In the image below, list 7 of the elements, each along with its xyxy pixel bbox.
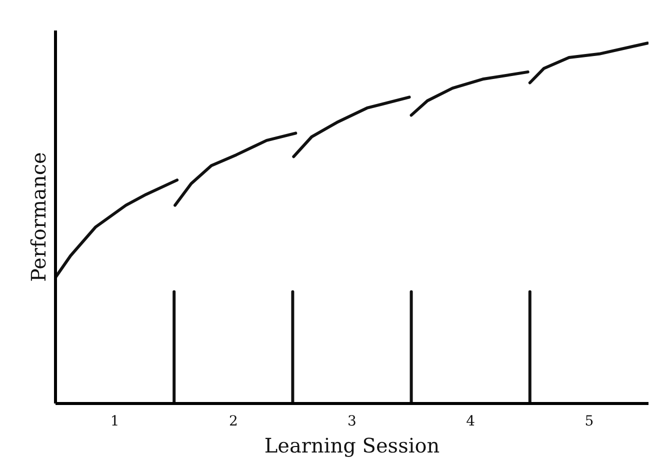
x-tick-label: 5	[584, 414, 594, 430]
x-tick-label: 3	[348, 414, 356, 430]
x-tick-label: 2	[228, 414, 238, 430]
x-tick-label: 4	[466, 414, 476, 430]
x-axis-title: Learning Session	[264, 434, 440, 458]
y-axis-title: Performance	[26, 152, 50, 282]
x-tick-label: 1	[110, 414, 120, 430]
